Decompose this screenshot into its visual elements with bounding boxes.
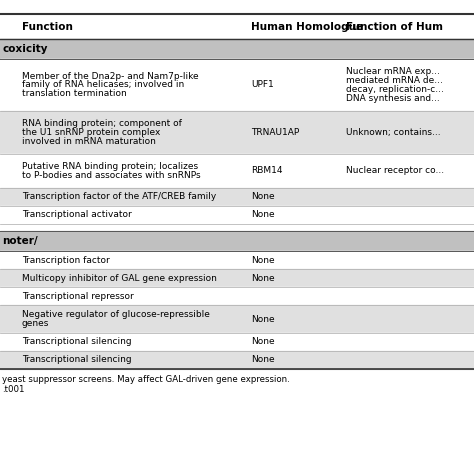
Text: Nuclear receptor co...: Nuclear receptor co... [346,166,444,175]
Text: None: None [251,210,275,219]
Text: UPF1: UPF1 [251,81,274,89]
Text: noter/: noter/ [2,236,38,246]
Text: mediated mRNA de...: mediated mRNA de... [346,76,443,85]
Text: genes: genes [22,319,49,328]
Bar [0,351,474,369]
Text: translation termination: translation termination [22,89,127,98]
Text: Transcriptional activator: Transcriptional activator [22,210,132,219]
Bar [0,111,474,154]
Text: Human Homologue: Human Homologue [251,21,364,32]
Text: None: None [251,315,275,323]
Text: Function of Hum: Function of Hum [346,21,443,32]
Text: .t001: .t001 [2,385,25,394]
Text: involved in mRNA maturation: involved in mRNA maturation [22,137,156,146]
Text: Transcriptional repressor: Transcriptional repressor [22,292,134,301]
Bar [0,305,474,333]
Text: the U1 snRNP protein complex: the U1 snRNP protein complex [22,128,160,137]
Text: family of RNA helicases; involved in: family of RNA helicases; involved in [22,81,184,89]
Text: Multicopy inhibitor of GAL gene expression: Multicopy inhibitor of GAL gene expressi… [22,274,217,283]
Text: TRNAU1AP: TRNAU1AP [251,128,300,137]
Text: yeast suppressor screens. May affect GAL-driven gene expression.: yeast suppressor screens. May affect GAL… [2,375,290,383]
Text: Unknown; contains...: Unknown; contains... [346,128,441,137]
Text: Function: Function [22,21,73,32]
Bar [0,39,474,59]
Bar [0,287,474,305]
Bar [0,188,474,206]
Text: Transcription factor of the ATF/CREB family: Transcription factor of the ATF/CREB fam… [22,192,216,201]
Text: Transcription factor: Transcription factor [22,256,110,264]
Text: to P-bodies and associates with snRNPs: to P-bodies and associates with snRNPs [22,171,201,180]
Bar [0,14,474,39]
Bar [0,59,474,111]
Text: RBM14: RBM14 [251,166,283,175]
Text: None: None [251,356,275,364]
Bar [0,206,474,224]
Text: Transcriptional silencing: Transcriptional silencing [22,337,132,346]
Text: Member of the Dna2p- and Nam7p-like: Member of the Dna2p- and Nam7p-like [22,72,199,81]
Text: Negative regulator of glucose-repressible: Negative regulator of glucose-repressibl… [22,310,210,319]
Bar [0,154,474,188]
Text: coxicity: coxicity [2,44,48,54]
Text: Nuclear mRNA exp...: Nuclear mRNA exp... [346,67,440,76]
Text: None: None [251,192,275,201]
Bar [0,251,474,269]
Bar [0,269,474,287]
Text: None: None [251,256,275,264]
Text: None: None [251,337,275,346]
Text: RNA binding protein; component of: RNA binding protein; component of [22,119,182,128]
Text: Putative RNA binding protein; localizes: Putative RNA binding protein; localizes [22,162,198,171]
Bar [0,231,474,251]
Bar [0,333,474,351]
Text: Transcriptional silencing: Transcriptional silencing [22,356,132,364]
Text: None: None [251,274,275,283]
Text: DNA synthesis and...: DNA synthesis and... [346,93,440,102]
Text: decay, replication-c...: decay, replication-c... [346,85,444,94]
